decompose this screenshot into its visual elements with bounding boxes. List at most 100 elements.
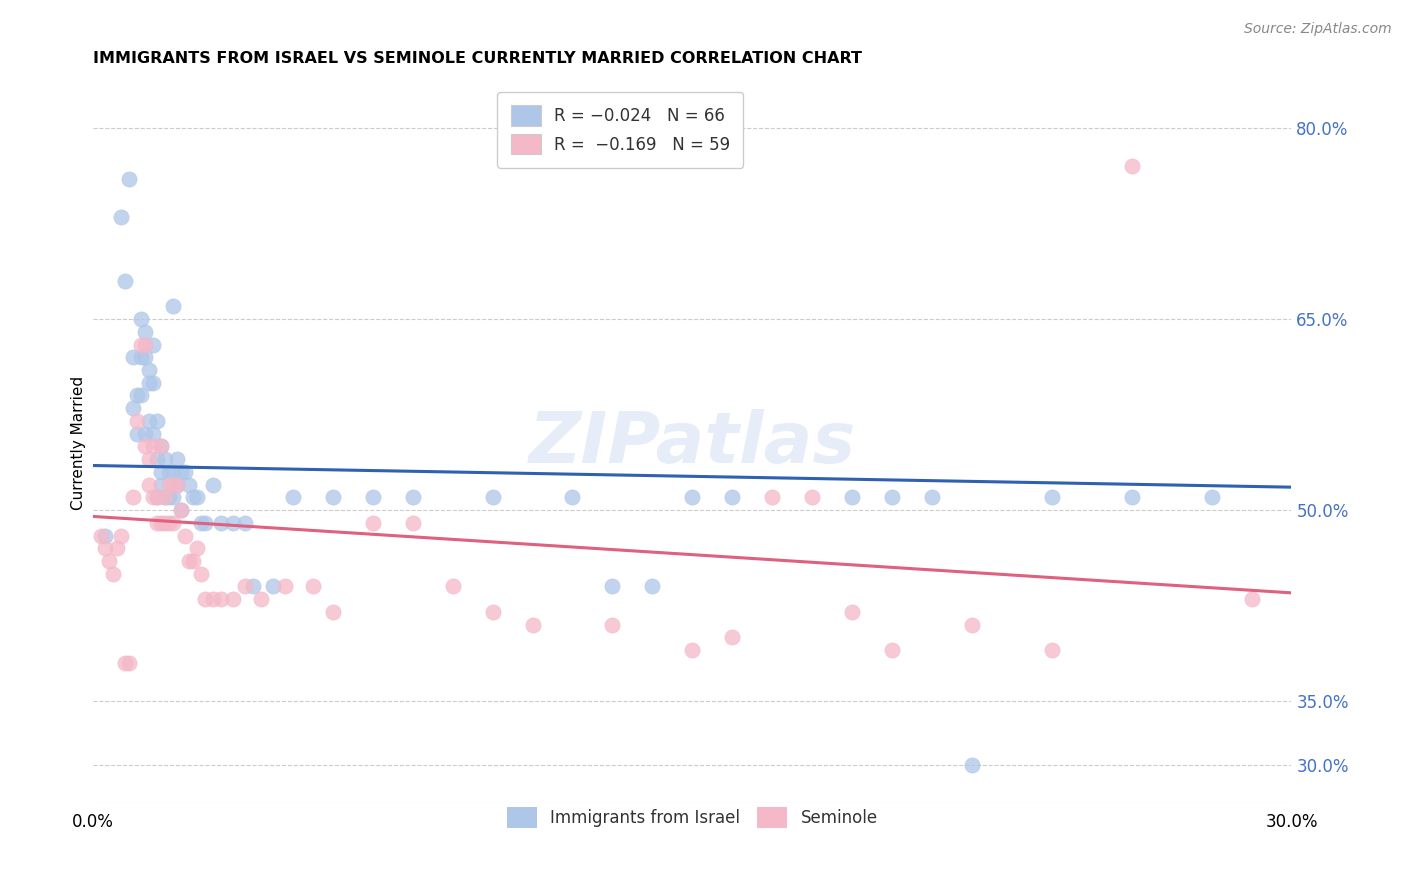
Point bbox=[262, 579, 284, 593]
Point bbox=[209, 516, 232, 530]
Point bbox=[138, 363, 160, 377]
Point bbox=[122, 351, 145, 365]
Point bbox=[641, 579, 664, 593]
Point bbox=[90, 528, 112, 542]
Point bbox=[194, 516, 217, 530]
Point bbox=[142, 439, 165, 453]
Y-axis label: Currently Married: Currently Married bbox=[72, 376, 86, 510]
Point bbox=[134, 337, 156, 351]
Point bbox=[233, 579, 256, 593]
Point bbox=[138, 414, 160, 428]
Point bbox=[209, 592, 232, 607]
Point bbox=[960, 617, 983, 632]
Point bbox=[94, 528, 117, 542]
Point bbox=[134, 426, 156, 441]
Point bbox=[146, 491, 169, 505]
Point bbox=[681, 491, 703, 505]
Point bbox=[170, 503, 193, 517]
Point bbox=[153, 516, 176, 530]
Point bbox=[186, 491, 208, 505]
Point bbox=[602, 579, 624, 593]
Point bbox=[162, 465, 184, 479]
Point bbox=[105, 541, 128, 556]
Point bbox=[142, 337, 165, 351]
Point bbox=[202, 592, 225, 607]
Point bbox=[841, 605, 863, 619]
Point bbox=[174, 528, 197, 542]
Point bbox=[127, 426, 149, 441]
Point bbox=[880, 643, 903, 657]
Point bbox=[921, 491, 943, 505]
Point bbox=[129, 388, 152, 402]
Point bbox=[170, 465, 193, 479]
Point bbox=[181, 554, 204, 568]
Point bbox=[177, 477, 200, 491]
Point bbox=[150, 465, 173, 479]
Point bbox=[122, 491, 145, 505]
Point bbox=[146, 491, 169, 505]
Point bbox=[129, 351, 152, 365]
Point bbox=[561, 491, 583, 505]
Point bbox=[142, 376, 165, 390]
Point bbox=[170, 503, 193, 517]
Text: ZIPatlas: ZIPatlas bbox=[529, 409, 856, 478]
Point bbox=[118, 172, 141, 186]
Point bbox=[322, 491, 344, 505]
Point bbox=[118, 656, 141, 670]
Point bbox=[281, 491, 304, 505]
Point bbox=[681, 643, 703, 657]
Point bbox=[166, 477, 188, 491]
Point bbox=[202, 477, 225, 491]
Point bbox=[880, 491, 903, 505]
Point bbox=[150, 439, 173, 453]
Point bbox=[150, 439, 173, 453]
Point bbox=[1121, 491, 1143, 505]
Point bbox=[222, 592, 245, 607]
Point bbox=[134, 439, 156, 453]
Point bbox=[274, 579, 297, 593]
Point bbox=[186, 541, 208, 556]
Point bbox=[721, 491, 744, 505]
Point bbox=[150, 477, 173, 491]
Point bbox=[153, 491, 176, 505]
Point bbox=[157, 491, 180, 505]
Point bbox=[721, 631, 744, 645]
Legend: Immigrants from Israel, Seminole: Immigrants from Israel, Seminole bbox=[501, 800, 884, 834]
Point bbox=[190, 566, 212, 581]
Point bbox=[162, 477, 184, 491]
Point bbox=[150, 516, 173, 530]
Point bbox=[129, 312, 152, 326]
Point bbox=[1121, 159, 1143, 173]
Point bbox=[153, 491, 176, 505]
Point bbox=[402, 491, 425, 505]
Point bbox=[194, 592, 217, 607]
Point bbox=[146, 452, 169, 467]
Point bbox=[960, 757, 983, 772]
Point bbox=[166, 477, 188, 491]
Point bbox=[522, 617, 544, 632]
Point bbox=[138, 452, 160, 467]
Point bbox=[174, 465, 197, 479]
Point bbox=[166, 452, 188, 467]
Point bbox=[801, 491, 824, 505]
Text: IMMIGRANTS FROM ISRAEL VS SEMINOLE CURRENTLY MARRIED CORRELATION CHART: IMMIGRANTS FROM ISRAEL VS SEMINOLE CURRE… bbox=[93, 51, 862, 66]
Point bbox=[110, 528, 132, 542]
Point bbox=[162, 299, 184, 313]
Point bbox=[101, 566, 124, 581]
Point bbox=[242, 579, 264, 593]
Point bbox=[181, 491, 204, 505]
Point bbox=[157, 465, 180, 479]
Point bbox=[302, 579, 325, 593]
Point bbox=[233, 516, 256, 530]
Point bbox=[402, 516, 425, 530]
Point bbox=[146, 516, 169, 530]
Point bbox=[127, 414, 149, 428]
Point bbox=[1201, 491, 1223, 505]
Point bbox=[134, 351, 156, 365]
Point bbox=[177, 554, 200, 568]
Point bbox=[361, 516, 384, 530]
Point bbox=[122, 401, 145, 416]
Point bbox=[114, 274, 136, 288]
Point bbox=[481, 605, 503, 619]
Point bbox=[110, 211, 132, 225]
